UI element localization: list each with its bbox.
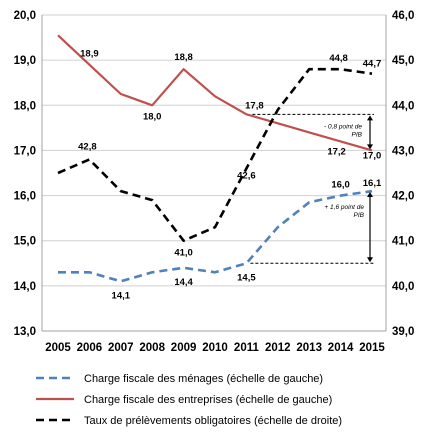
data-label: 44,8 (329, 53, 348, 64)
annotation-text: PIB (352, 131, 363, 138)
x-tick-label: 2010 (202, 342, 228, 354)
y-right-tick-label: 42,0 (392, 191, 414, 203)
data-label: 17,2 (327, 146, 346, 157)
legend-label: Taux de prélèvements obligatoires (échel… (84, 415, 342, 427)
data-label: 14,5 (237, 272, 256, 283)
y-left-tick-label: 13,0 (14, 326, 36, 338)
annotation-text: - 0,8 point de (324, 123, 362, 130)
x-tick-label: 2005 (45, 342, 71, 354)
x-tick-label: 2008 (139, 342, 165, 354)
data-label: 42,6 (237, 170, 256, 181)
data-label: 18,8 (174, 52, 193, 63)
gridlines (42, 14, 386, 332)
series-line-1 (57, 34, 373, 152)
series-lines (57, 34, 373, 283)
legend: Charge fiscale des ménages (échelle de g… (36, 373, 342, 427)
axes: 13,0 39,0 14,0 40,0 15,0 41,0 16,0 42,0 17,0 43,0… (14, 10, 415, 354)
x-tick-label: 2011 (234, 342, 260, 354)
annotation-text: PIB (354, 212, 365, 219)
y-left-tick-label: 17,0 (14, 145, 36, 157)
y-right-tick-label: 43,0 (392, 145, 414, 157)
legend-label: Charge fiscale des entreprises (échelle … (84, 394, 332, 406)
y-left-tick-label: 19,0 (14, 55, 36, 67)
y-right-tick-label: 40,0 (392, 281, 414, 293)
x-tick-label: 2009 (171, 342, 197, 354)
data-labels: 18,9 18,0 18,8 17,8 17,2 17,0 42,8 41,0 42,6 44,8… (78, 49, 382, 302)
y-left-tick-label: 15,0 (14, 236, 36, 248)
data-label: 18,9 (80, 49, 99, 60)
annotation-arrowhead (367, 192, 373, 198)
x-tick-label: 2014 (328, 342, 354, 354)
y-right-tick-label: 41,0 (392, 236, 414, 248)
data-label: 14,1 (112, 290, 131, 301)
x-tick-label: 2013 (296, 342, 322, 354)
x-tick-label: 2012 (265, 342, 291, 354)
data-label: 14,4 (174, 277, 193, 288)
x-tick-label: 2006 (77, 342, 103, 354)
series-line-0 (58, 189, 373, 283)
y-left-tick-label: 18,0 (14, 100, 36, 112)
annotation-arrowhead (367, 257, 373, 263)
data-label: 42,8 (78, 141, 97, 152)
data-label: 41,0 (174, 248, 193, 259)
data-label: 17,0 (363, 150, 382, 161)
data-label: 18,0 (143, 111, 162, 122)
data-label: 16,1 (363, 178, 382, 189)
y-right-tick-label: 44,0 (392, 100, 414, 112)
y-left-tick-label: 14,0 (14, 281, 36, 293)
y-right-tick-label: 39,0 (392, 326, 414, 338)
annotation-arrowhead (367, 115, 373, 121)
y-right-tick-label: 45,0 (392, 55, 414, 67)
y-left-tick-label: 20,0 (14, 10, 36, 22)
y-left-tick-label: 16,0 (14, 191, 36, 203)
annotation-arrowhead (367, 144, 373, 150)
x-tick-label: 2015 (359, 342, 385, 354)
series-line-2 (57, 67, 373, 242)
x-tick-label: 2007 (108, 342, 134, 354)
y-right-tick-label: 46,0 (392, 10, 414, 22)
data-label: 44,7 (363, 59, 382, 70)
annotation-text: + 1,6 point de (324, 204, 364, 211)
legend-label: Charge fiscale des ménages (échelle de g… (84, 373, 323, 385)
data-label: 16,0 (331, 180, 350, 191)
data-label: 17,8 (245, 100, 264, 111)
